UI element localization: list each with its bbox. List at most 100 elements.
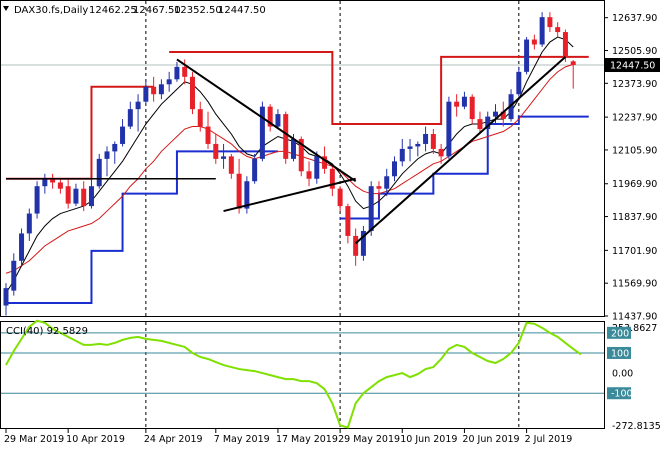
- cci-label: CCI(40) 92.5829: [6, 326, 88, 337]
- date-tick-label: 17 May 2019: [276, 434, 338, 445]
- candle-body: [399, 148, 405, 162]
- ema-slow-line: [5, 63, 574, 274]
- candle-body: [360, 230, 366, 256]
- candle-body: [65, 186, 71, 204]
- candle-body: [42, 178, 48, 187]
- current-price-tag: [605, 58, 660, 73]
- trendline: [176, 58, 357, 183]
- candle-body: [182, 66, 188, 77]
- price-tick-label: 11437.90: [612, 312, 657, 323]
- candle-body: [135, 101, 141, 110]
- price-tick-label: 12105.90: [612, 145, 657, 156]
- candle-body: [158, 84, 164, 95]
- price-tick-label: 11569.90: [612, 279, 657, 290]
- candle-body: [73, 188, 79, 204]
- candle-body: [469, 96, 475, 120]
- chart-header: DAX30.fs,Daily 12462.25 12467.50 12352.5…: [3, 5, 266, 337]
- candle-body: [88, 186, 94, 207]
- candle-body: [446, 101, 452, 157]
- candle-body: [174, 66, 180, 80]
- candle-body: [314, 156, 320, 179]
- cci-level-tag: [607, 326, 631, 339]
- cci-plot-frame: [0, 321, 605, 429]
- candle-body: [189, 76, 195, 110]
- price-tick-label: 12237.90: [612, 113, 657, 124]
- candle-body: [213, 143, 219, 159]
- cci-tick-label: 253.8627: [612, 323, 657, 334]
- candle-body: [127, 109, 133, 127]
- candle-body: [415, 143, 421, 147]
- price-tick-label: 12637.90: [612, 13, 657, 24]
- candle-body: [524, 39, 530, 72]
- price-tick-label: 12505.90: [612, 46, 657, 57]
- candle-body: [143, 86, 149, 102]
- candle-body: [283, 114, 289, 159]
- cci-level-tag-label: -100: [611, 389, 633, 400]
- date-tick-label: 2 Jul 2019: [525, 434, 573, 445]
- date-tick-label: 10 Jun 2019: [400, 434, 457, 445]
- candle-body: [50, 178, 56, 183]
- candle-body: [438, 148, 444, 157]
- candle-body: [298, 138, 304, 172]
- candle-body: [166, 79, 172, 85]
- candle-body: [570, 61, 576, 66]
- price-tick-label: 11969.90: [612, 179, 657, 190]
- candle-body: [562, 32, 568, 57]
- main-plot-frame: [0, 0, 605, 317]
- candle-body: [539, 17, 545, 45]
- candle-body: [3, 288, 9, 306]
- candle-body: [392, 161, 397, 177]
- grid-lines: [1, 1, 604, 428]
- candle-body: [407, 146, 413, 149]
- cci-line: [5, 319, 582, 429]
- candle-body: [485, 116, 491, 130]
- high-value: 12467.50: [133, 5, 181, 16]
- trendlines: [6, 56, 567, 245]
- candle-body: [345, 206, 351, 236]
- candle-body: [423, 134, 429, 144]
- support-step-line: [6, 115, 589, 305]
- candle-body: [244, 181, 250, 209]
- candle-body: [221, 156, 227, 159]
- date-tick-label: 24 Apr 2019: [144, 434, 203, 445]
- price-axis: 12637.90 12505.90 12373.90 12237.90 12105.90…: [604, 13, 657, 323]
- date-tick-label: 29 Mar 2019: [4, 434, 64, 445]
- candle-body: [516, 71, 522, 95]
- candle-body: [120, 126, 126, 144]
- low-value: 12352.50: [174, 5, 222, 16]
- candle-body: [267, 106, 273, 127]
- candle-body: [259, 106, 265, 159]
- date-tick-label: 7 May 2019: [214, 434, 270, 445]
- step-lines: [6, 50, 589, 305]
- candle-body: [461, 96, 467, 107]
- candle-body: [197, 109, 203, 127]
- candle-body: [454, 101, 460, 107]
- cci-tick-label: -272.8135: [612, 421, 660, 432]
- candle-body: [112, 143, 118, 152]
- candle-body: [500, 111, 506, 120]
- candle-body: [81, 188, 87, 207]
- candle-body: [11, 260, 17, 291]
- trendline: [223, 177, 356, 213]
- candle-body: [290, 138, 296, 159]
- open-value: 12462.25: [89, 5, 137, 16]
- candle-body: [236, 173, 242, 209]
- candle-body: [508, 94, 514, 120]
- candle-body: [228, 156, 234, 174]
- candle-body: [205, 126, 211, 144]
- candles: [3, 12, 576, 316]
- candle-body: [547, 17, 553, 28]
- cci-indicator: [1, 319, 604, 429]
- candle-body: [151, 86, 157, 95]
- candle-body: [329, 168, 335, 189]
- trendline: [354, 56, 567, 245]
- price-tick-label: 12373.90: [612, 79, 657, 90]
- candle-body: [19, 233, 25, 261]
- cci-level-tag: [607, 346, 631, 359]
- cci-level-tag-label: 100: [611, 348, 629, 359]
- candle-body: [531, 39, 537, 45]
- cci-tick-label: 0.00: [612, 369, 633, 380]
